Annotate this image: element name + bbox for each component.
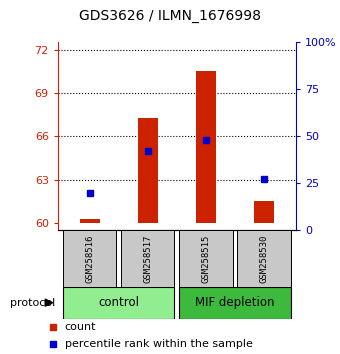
Bar bbox=[237, 230, 291, 287]
Bar bbox=[63, 287, 174, 319]
Text: MIF depletion: MIF depletion bbox=[195, 296, 275, 309]
Bar bbox=[63, 230, 116, 287]
Text: control: control bbox=[98, 296, 139, 309]
Text: GDS3626 / ILMN_1676998: GDS3626 / ILMN_1676998 bbox=[79, 9, 261, 23]
Bar bbox=[121, 230, 174, 287]
Bar bbox=[179, 230, 233, 287]
Text: GSM258515: GSM258515 bbox=[201, 234, 210, 282]
Text: count: count bbox=[65, 321, 96, 332]
Bar bbox=[254, 200, 274, 223]
Bar bbox=[138, 118, 158, 223]
Text: GSM258530: GSM258530 bbox=[259, 234, 268, 282]
Text: protocol: protocol bbox=[10, 298, 55, 308]
Bar bbox=[80, 219, 100, 223]
Text: percentile rank within the sample: percentile rank within the sample bbox=[65, 339, 252, 349]
Bar bbox=[179, 287, 291, 319]
Text: GSM258517: GSM258517 bbox=[143, 234, 152, 282]
Text: GSM258516: GSM258516 bbox=[85, 234, 94, 282]
Bar bbox=[195, 72, 216, 223]
